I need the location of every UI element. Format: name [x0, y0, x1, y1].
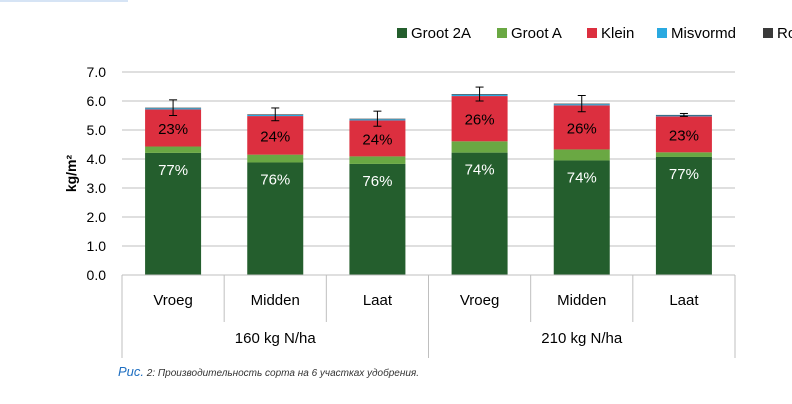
legend-label: Groot A: [511, 25, 562, 42]
legend-swatch: [497, 28, 507, 38]
x-tick-label: Vroeg: [153, 292, 192, 309]
bar-segment: [145, 146, 202, 153]
legend-swatch: [397, 28, 407, 38]
error-bars: [169, 86, 688, 127]
bar-segment: [247, 162, 304, 275]
bar-segment: [247, 116, 304, 155]
y-tick-label: 1.0: [87, 238, 107, 254]
data-label: 26%: [465, 112, 495, 129]
y-tick-label: 2.0: [87, 209, 107, 225]
legend-swatch: [763, 28, 773, 38]
x-group-label: 210 kg N/ha: [541, 330, 623, 347]
x-axis: Vroeg Midden Laat Vroeg Midden Laat 160 kg N/h…: [121, 274, 736, 358]
data-label: 23%: [158, 121, 188, 138]
x-group-label: 160 kg N/ha: [235, 330, 317, 347]
bar-segment: [145, 152, 202, 275]
bar-segment: [553, 105, 610, 150]
data-label: 76%: [260, 171, 290, 188]
y-tick-label: 0.0: [87, 267, 107, 283]
x-tick-label: Midden: [251, 292, 300, 309]
caption-label: Рис.: [118, 364, 145, 379]
legend-label: Rot: [777, 25, 792, 42]
data-label: 77%: [158, 162, 188, 179]
x-tick-label: Midden: [557, 292, 606, 309]
caption-number: 2:: [146, 368, 156, 379]
x-tick-label: Laat: [669, 292, 699, 309]
data-label: 23%: [669, 127, 699, 144]
y-axis-label: kg/m²: [63, 154, 79, 192]
bars: [145, 94, 712, 275]
figure-caption: Рис. 2: Производительность сорта на 6 уч…: [0, 364, 792, 379]
y-tick-label: 7.0: [87, 64, 107, 80]
y-tick-label: 6.0: [87, 93, 107, 109]
legend: Groot 2A Groot A Klein Misvormd Rot: [397, 25, 792, 42]
y-tick-label: 4.0: [87, 151, 107, 167]
bar-segment: [247, 154, 304, 163]
legend-swatch: [657, 28, 667, 38]
data-label: 77%: [669, 166, 699, 183]
y-tick-label: 3.0: [87, 180, 107, 196]
gridlines: [122, 71, 735, 247]
data-label: 74%: [567, 169, 597, 186]
bar-segment: [655, 156, 712, 275]
data-label: 76%: [362, 173, 392, 190]
y-axis-ticks: 0.0 1.0 2.0 3.0 4.0 5.0 6.0 7.0: [87, 64, 107, 283]
legend-label: Klein: [601, 25, 634, 42]
bar-segment: [451, 141, 508, 153]
bar-segment: [451, 152, 508, 275]
caption-text: Производительность сорта на 6 участках у…: [157, 368, 420, 379]
data-labels: 77% 23% 76% 24% 76% 24% 74% 26% 74% 26% 77% 23%: [158, 112, 699, 190]
bar-segment: [553, 160, 610, 275]
y-tick-label: 5.0: [87, 122, 107, 138]
bar-segment: [349, 156, 406, 164]
x-tick-label: Vroeg: [460, 292, 499, 309]
legend-swatch: [587, 28, 597, 38]
x-tick-label: Laat: [363, 292, 393, 309]
bar-segment: [655, 116, 712, 153]
stacked-bar-chart: 0.0 1.0 2.0 3.0 4.0 5.0 6.0 7.0 kg/m² 77% 23% 76%…: [63, 25, 792, 358]
legend-label: Misvormd: [671, 25, 736, 42]
bar-segment: [655, 152, 712, 157]
top-accent-rule: [0, 0, 128, 2]
bar-segment: [553, 149, 610, 161]
data-label: 24%: [260, 128, 290, 145]
data-label: 74%: [465, 162, 495, 179]
bar-segment: [349, 163, 406, 275]
legend-label: Groot 2A: [411, 25, 471, 42]
data-label: 24%: [362, 131, 392, 148]
bar-segment: [451, 96, 508, 142]
data-label: 26%: [567, 120, 597, 137]
